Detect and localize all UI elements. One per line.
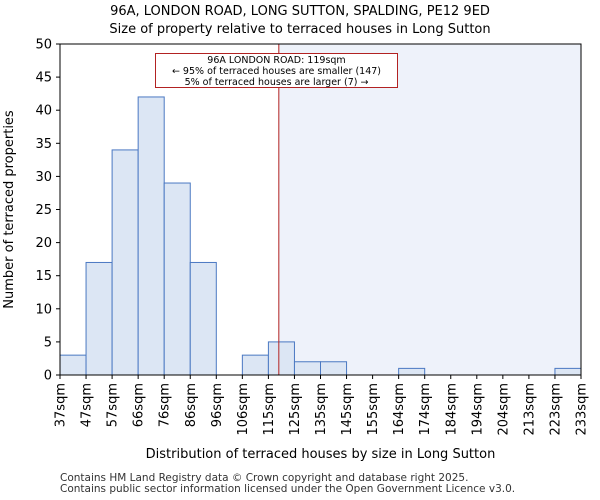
y-tick-label-5: 5 — [44, 335, 52, 350]
x-tick-label-37sqm: 37sqm — [54, 383, 69, 427]
y-tick-label-45: 45 — [35, 71, 52, 86]
y-tick-label-30: 30 — [35, 170, 52, 185]
y-tick-label-40: 40 — [35, 104, 52, 119]
x-tick-label-106sqm: 106sqm — [236, 383, 251, 436]
bar-164sqm — [398, 367, 426, 376]
y-tick-label-20: 20 — [35, 236, 52, 251]
x-tick-label-76sqm: 76sqm — [158, 383, 173, 427]
larger-region-shade — [278, 44, 581, 375]
y-axis-label: Number of terraced properties — [2, 110, 17, 309]
x-tick-label-184sqm: 184sqm — [444, 383, 459, 436]
x-tick-label-233sqm: 233sqm — [575, 383, 590, 436]
x-tick-label-223sqm: 223sqm — [548, 383, 563, 436]
footer-line-licence: Contains public sector information licen… — [60, 483, 516, 495]
bar-57sqm — [111, 149, 139, 376]
bar-135sqm — [320, 361, 348, 376]
x-tick-label-145sqm: 145sqm — [340, 383, 355, 436]
footer-attribution: Contains HM Land Registry data © Crown c… — [60, 473, 515, 495]
x-tick-label-96sqm: 96sqm — [210, 383, 225, 427]
y-tick-label-10: 10 — [35, 302, 52, 317]
x-tick-label-194sqm: 194sqm — [470, 383, 485, 436]
x-axis-label: Distribution of terraced houses by size … — [146, 447, 496, 462]
bar-86sqm — [189, 261, 217, 376]
x-tick-label-135sqm: 135sqm — [314, 383, 329, 436]
x-tick-label-66sqm: 66sqm — [132, 383, 147, 427]
y-tick-label-35: 35 — [35, 137, 52, 152]
annotation-line-larger: 5% of terraced houses are larger (7) → — [184, 77, 369, 88]
annotation-line-smaller: ← 95% of terraced houses are smaller (14… — [171, 66, 382, 77]
chart-title: 96A, LONDON ROAD, LONG SUTTON, SPALDING,… — [0, 3, 600, 39]
x-tick-label-125sqm: 125sqm — [288, 383, 303, 436]
title-line-address: 96A, LONDON ROAD, LONG SUTTON, SPALDING,… — [110, 4, 490, 19]
bar-125sqm — [293, 361, 322, 376]
x-tick-label-155sqm: 155sqm — [366, 383, 381, 436]
x-tick-label-204sqm: 204sqm — [496, 383, 511, 436]
x-tick-label-115sqm: 115sqm — [262, 383, 277, 436]
bar-106sqm — [241, 354, 269, 376]
property-annotation: 96A LONDON ROAD: 119sqm ← 95% of terrace… — [155, 53, 398, 88]
footer-line-copyright: Contains HM Land Registry data © Crown c… — [60, 472, 469, 484]
x-tick-label-164sqm: 164sqm — [392, 383, 407, 436]
bar-115sqm — [267, 341, 295, 376]
x-tick-label-213sqm: 213sqm — [522, 383, 537, 436]
x-tick-label-47sqm: 47sqm — [80, 383, 95, 427]
x-tick-label-57sqm: 57sqm — [106, 383, 121, 427]
x-tick-label-86sqm: 86sqm — [184, 383, 199, 427]
y-tick-label-25: 25 — [35, 203, 52, 218]
bar-47sqm — [85, 261, 113, 376]
bar-76sqm — [163, 182, 191, 376]
bar-66sqm — [137, 96, 165, 376]
y-tick-label-0: 0 — [44, 369, 52, 384]
bar-37sqm — [59, 354, 87, 376]
y-tick-label-15: 15 — [35, 269, 52, 284]
y-tick-label-50: 50 — [35, 38, 52, 53]
bar-223sqm — [554, 367, 582, 376]
annotation-line-address: 96A LONDON ROAD: 119sqm — [207, 55, 346, 66]
title-line-subtitle: Size of property relative to terraced ho… — [109, 22, 491, 37]
x-tick-label-174sqm: 174sqm — [418, 383, 433, 436]
